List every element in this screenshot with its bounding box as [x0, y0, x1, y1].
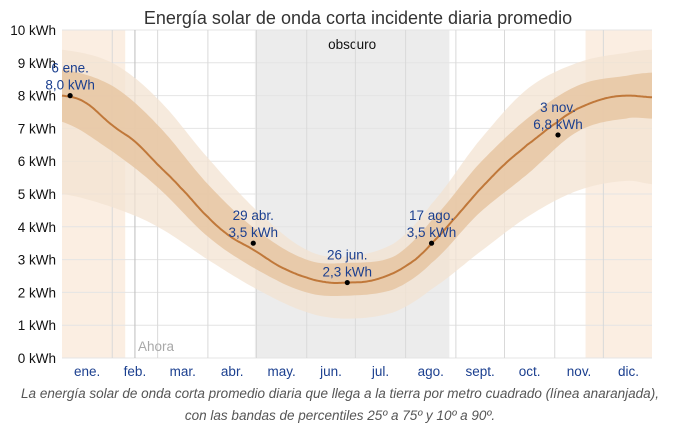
x-tick-label: dic. [618, 364, 639, 379]
x-tick-label: jul. [371, 364, 389, 379]
annotation-date: 26 jun. [327, 248, 368, 263]
annotation-point [555, 132, 561, 138]
x-tick-label: ene. [74, 364, 100, 379]
annotation-point [344, 279, 350, 286]
y-tick-label: 2 kWh [18, 285, 56, 300]
x-tick-label: feb. [124, 364, 147, 379]
annotation-point [428, 240, 435, 246]
axes: 0 kWh 1 kWh 2 kWh 3 kWh 4 kWh 5 kWh 6 kWh 7 kWh… [10, 23, 639, 379]
x-tick-label: may. [267, 364, 295, 379]
x-tick-label: nov. [567, 364, 592, 379]
annotation-value: 3,5 kWh [407, 225, 457, 240]
x-tick-label: ago. [418, 364, 444, 379]
annotation-point [250, 240, 256, 246]
annotation-date: 29 abr. [233, 208, 274, 223]
annotations: 6 ene. 8,0 kWh 29 abr. 3,5 kWh 26 jun. 2,3 kW… [45, 61, 583, 286]
annotation-date: 17 ago. [409, 208, 454, 223]
x-tick-label: mar. [170, 364, 196, 379]
y-tick-label: 8 kWh [18, 89, 56, 104]
y-tick-label: 10 kWh [10, 23, 56, 38]
chart-caption: La energía solar de onda corta promedio … [21, 386, 659, 423]
annotation-point [67, 93, 73, 99]
y-tick-label: 9 kWh [18, 56, 56, 71]
y-tick-label: 1 kWh [18, 318, 56, 333]
y-tick-label: 5 kWh [18, 187, 56, 202]
y-tick-label: 4 kWh [18, 220, 56, 235]
y-tick-label: 0 kWh [18, 351, 56, 366]
solar-energy-chart: Energía solar de onda corta incidente di… [10, 8, 652, 379]
annotation-date: 3 nov. [540, 100, 576, 115]
annotation-value: 6,8 kWh [533, 117, 583, 132]
x-tick-label: oct. [519, 364, 541, 379]
now-label: Ahora [138, 339, 175, 354]
y-tick-label: 3 kWh [18, 253, 56, 268]
x-tick-label: jun. [319, 364, 342, 379]
percentile-bands [62, 49, 652, 319]
mean-line [61, 94, 652, 284]
x-tick-label: abr. [221, 364, 244, 379]
chart-title: Energía solar de onda corta incidente di… [144, 8, 572, 28]
y-tick-label: 7 kWh [18, 121, 56, 136]
annotation-value: 2,3 kWh [323, 265, 373, 280]
dark-period-label: obscuro [328, 37, 376, 52]
annotation-value: 3,5 kWh [228, 225, 278, 240]
annotation-value: 8,0 kWh [45, 78, 95, 93]
band-10-90 [62, 49, 652, 319]
annotation-date: 6 ene. [51, 61, 89, 76]
x-tick-label: sept. [466, 364, 495, 379]
band-25-75 [62, 69, 652, 297]
y-tick-label: 6 kWh [18, 154, 56, 169]
mean-series-line [61, 94, 652, 284]
